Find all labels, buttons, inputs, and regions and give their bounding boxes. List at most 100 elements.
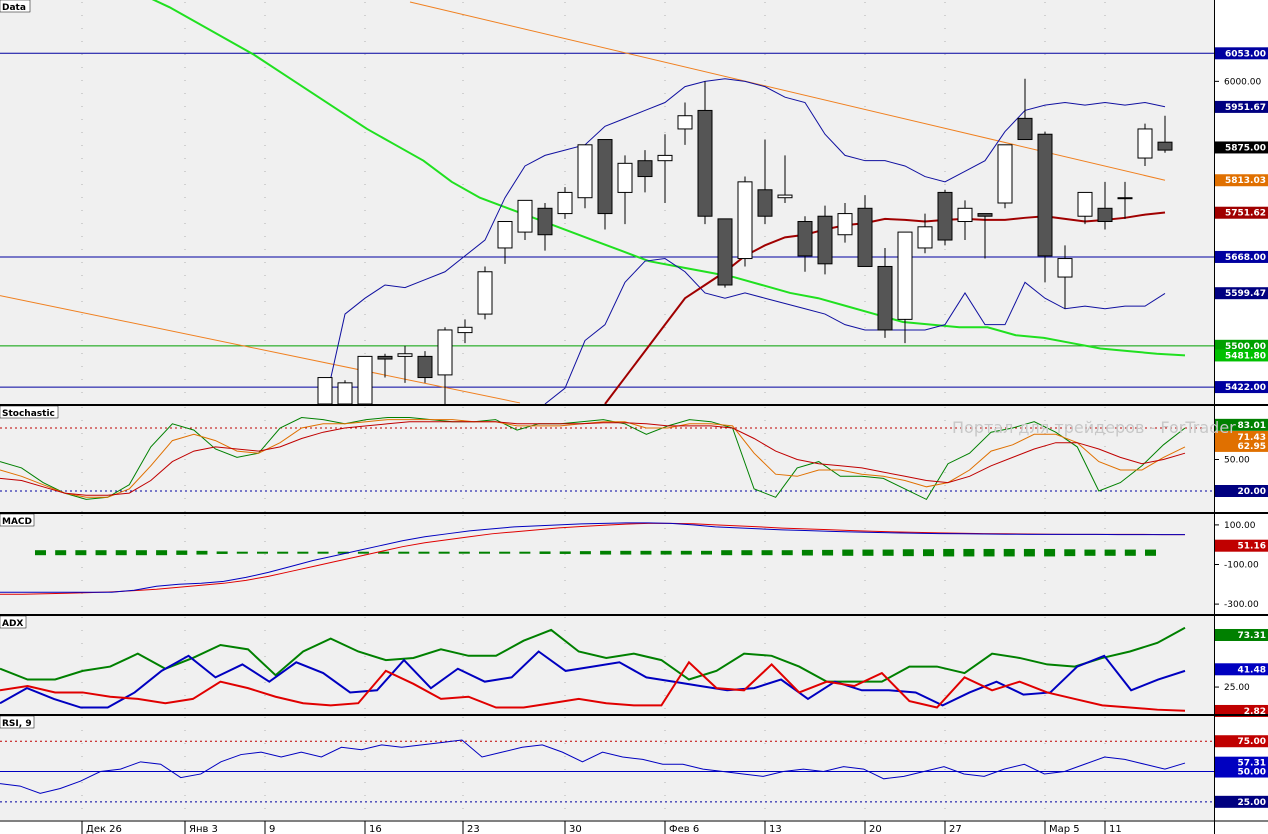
macd-histogram-bar bbox=[559, 551, 571, 554]
macd-histogram-bar bbox=[196, 550, 208, 555]
value-tag-label: 5481.80 bbox=[1225, 351, 1266, 361]
rsi-pane-title: RSI, 9 bbox=[2, 719, 32, 729]
value-tag-label: 5599.47 bbox=[1225, 289, 1266, 299]
macd-histogram-bar bbox=[236, 551, 248, 554]
macd-series: 100.00 -100.00 -300.00 bbox=[0, 521, 1259, 610]
value-tag-label: 5668.00 bbox=[1225, 253, 1266, 263]
candle-body bbox=[657, 154, 673, 162]
candle-body bbox=[417, 355, 433, 379]
value-tag bbox=[1215, 349, 1268, 362]
date-label: 16 bbox=[369, 824, 382, 834]
macd-histogram-bar bbox=[781, 550, 793, 556]
date-label: 9 bbox=[269, 824, 275, 834]
macd-histogram-bar bbox=[257, 551, 268, 554]
value-tag bbox=[1215, 418, 1268, 431]
value-tag bbox=[1215, 100, 1268, 113]
value-tag bbox=[1215, 795, 1268, 808]
candle-body bbox=[1157, 141, 1173, 151]
rsi-series: 50.00 bbox=[0, 739, 1250, 803]
value-tag bbox=[1215, 250, 1268, 263]
macd-pane-title: MACD bbox=[2, 517, 32, 527]
date-label: 13 bbox=[769, 824, 782, 834]
value-tag-label: 5951.67 bbox=[1225, 103, 1266, 113]
macd-histogram-bar bbox=[519, 551, 531, 554]
candle-body bbox=[997, 144, 1013, 204]
value-tags: 6053.00 5668.00 5500.00 5422.00 5951.67 5875.… bbox=[1215, 47, 1268, 808]
macd-histogram-bar bbox=[357, 551, 369, 554]
tick-label: 100.00 bbox=[1224, 521, 1256, 531]
macd-histogram-bar bbox=[176, 550, 188, 555]
macd-histogram-bar bbox=[1064, 549, 1076, 557]
green-moving-average bbox=[151, 0, 1186, 357]
value-tag-label: 2.82 bbox=[1244, 707, 1266, 717]
macd-histogram-bar bbox=[943, 548, 955, 557]
macd-histogram-bar bbox=[55, 550, 67, 556]
tick-label: -300.00 bbox=[1224, 600, 1259, 610]
macd-histogram-bar bbox=[801, 549, 813, 556]
candle-body bbox=[477, 271, 493, 315]
value-tag bbox=[1215, 765, 1268, 778]
date-label: Янв 3 bbox=[189, 824, 218, 834]
indicator-line bbox=[0, 660, 1186, 712]
candle-body bbox=[757, 189, 773, 217]
value-tag-label: 71.43 bbox=[1238, 433, 1266, 443]
value-tag-label: 5751.62 bbox=[1225, 209, 1266, 219]
macd-histogram-bar bbox=[1044, 548, 1056, 557]
macd-histogram-bar bbox=[620, 550, 632, 555]
macd-histogram-bar bbox=[923, 549, 934, 557]
value-tag-label: 5813.03 bbox=[1225, 176, 1266, 186]
macd-histogram-bar bbox=[479, 551, 490, 554]
candle-body bbox=[797, 221, 813, 257]
macd-histogram-bar bbox=[600, 550, 612, 555]
value-tag-label: 62.95 bbox=[1238, 442, 1266, 452]
date-axis: Дек 26 Янв 3 9 16 23 30 Фев 6 13 20 27 Мар 5 11 bbox=[81, 821, 1122, 834]
candle-body bbox=[717, 218, 733, 286]
price-series: 6000.00 bbox=[0, 0, 1261, 820]
value-tag-label: 5500.00 bbox=[1225, 342, 1266, 352]
candle-body bbox=[437, 329, 453, 376]
candle-body bbox=[697, 109, 713, 217]
value-tag bbox=[1215, 47, 1268, 60]
macd-histogram-bar bbox=[337, 551, 349, 554]
indicator-line bbox=[0, 419, 1186, 498]
macd-histogram-bar bbox=[721, 550, 733, 556]
tick-label: 25.00 bbox=[1224, 683, 1250, 693]
bollinger-lower bbox=[544, 258, 1166, 405]
candle-body bbox=[737, 181, 753, 260]
macd-histogram-bar bbox=[902, 549, 914, 557]
macd-histogram-bar bbox=[95, 550, 107, 556]
candle-body bbox=[537, 207, 553, 236]
value-tag-label: 75.00 bbox=[1238, 737, 1266, 747]
value-tag-label: 57.31 bbox=[1238, 759, 1266, 769]
value-tag-label: 20.00 bbox=[1238, 487, 1266, 497]
value-tag-label: 50.00 bbox=[1238, 768, 1266, 778]
candle-body bbox=[977, 213, 993, 217]
macd-histogram-bar bbox=[842, 549, 854, 556]
value-tag bbox=[1215, 339, 1268, 352]
tick-label: 50.00 bbox=[1224, 456, 1250, 466]
macd-histogram-bar bbox=[135, 550, 147, 556]
date-label: 20 bbox=[869, 824, 882, 834]
tick-label: 6000.00 bbox=[1224, 77, 1261, 87]
candle-body bbox=[1037, 133, 1053, 257]
macd-histogram-bar bbox=[75, 550, 87, 556]
value-tag-label: 25.00 bbox=[1238, 798, 1266, 808]
value-tag bbox=[1215, 381, 1268, 394]
value-tag bbox=[1215, 174, 1268, 187]
indicator-line bbox=[0, 739, 1186, 794]
macd-histogram-bar bbox=[963, 548, 975, 557]
candle-body bbox=[897, 231, 913, 320]
value-tag bbox=[1215, 287, 1268, 300]
macd-histogram-bar bbox=[35, 550, 46, 556]
macd-histogram-bar bbox=[761, 550, 773, 556]
date-label: 30 bbox=[569, 824, 582, 834]
candle-body bbox=[317, 377, 333, 405]
candle-body bbox=[617, 162, 633, 193]
stochastic-series: 50.00 bbox=[0, 416, 1250, 501]
value-tag-label: 73.31 bbox=[1238, 631, 1266, 641]
value-tag-label: 51.16 bbox=[1238, 542, 1266, 552]
candle-body bbox=[497, 221, 513, 249]
macd-histogram-bar bbox=[539, 551, 551, 554]
value-tag bbox=[1215, 485, 1268, 497]
indicator-line bbox=[0, 650, 1186, 709]
